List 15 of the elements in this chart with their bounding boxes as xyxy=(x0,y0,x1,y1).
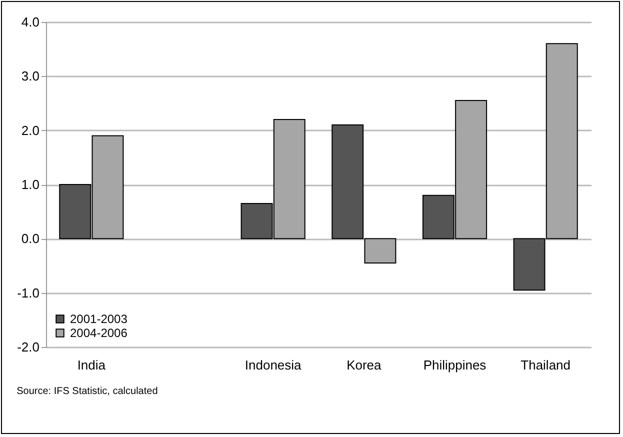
legend-label: 2001-2003 xyxy=(70,312,128,326)
source-note: Source: IFS Statistic, calculated xyxy=(16,386,158,397)
x-tick-label: India xyxy=(77,358,106,372)
y-tick-label: -1.0 xyxy=(17,285,40,300)
legend-label: 2004-2006 xyxy=(70,326,128,340)
y-tick-label: 1.0 xyxy=(21,177,40,192)
x-tick-label: Philippines xyxy=(423,358,487,372)
y-tick-label: -2.0 xyxy=(17,340,40,354)
y-tick-label: 0.0 xyxy=(21,231,40,246)
x-tick-label: Korea xyxy=(346,358,382,372)
x-tick-label: Thailand xyxy=(520,358,571,372)
y-tick-label: 2.0 xyxy=(21,122,40,138)
y-tick-label: 4.0 xyxy=(21,14,40,30)
y-tick-label: 3.0 xyxy=(21,68,40,84)
x-tick-label: Indonesia xyxy=(244,358,302,372)
